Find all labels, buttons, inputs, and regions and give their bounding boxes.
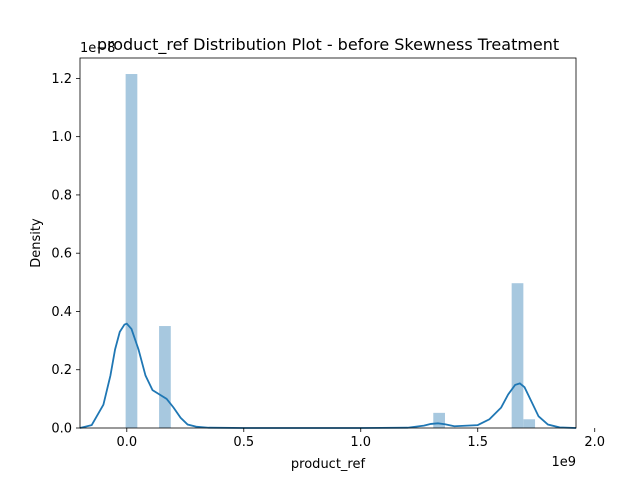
y-tick-label-5: 1.0 xyxy=(51,130,72,145)
histogram-bars xyxy=(125,74,536,428)
axes-frame xyxy=(79,57,577,429)
y-tick-label-6: 1.2 xyxy=(51,72,72,87)
y-tick-label-1: 0.2 xyxy=(51,363,72,378)
y-tick-label-3: 0.6 xyxy=(51,247,72,262)
x-tick-label-2: 1.0 xyxy=(350,435,371,450)
x-offset-label: 1e9 xyxy=(551,455,576,470)
y-offset-label: 1e−8 xyxy=(80,41,115,56)
axes: 0.0 0.5 1.0 1.5 2.0 0.0 0.2 0.4 0.6 0.8 1.0 1.2 xyxy=(51,57,605,450)
y-tick-label-2: 0.4 xyxy=(51,305,72,320)
x-tick-label-1: 0.5 xyxy=(233,435,254,450)
histogram-bar-1 xyxy=(159,326,171,428)
x-tick-label-4: 2.0 xyxy=(584,435,605,450)
histogram-bar-4 xyxy=(523,419,536,428)
y-tick-label-4: 0.8 xyxy=(51,188,72,203)
y-tick-label-0: 0.0 xyxy=(51,422,72,437)
histogram-bar-0 xyxy=(125,74,138,428)
x-tick-label-3: 1.5 xyxy=(467,435,488,450)
plot-area xyxy=(80,58,576,428)
histogram-bar-3 xyxy=(511,283,524,428)
histogram-bar-2 xyxy=(433,412,445,428)
x-tick-label-0: 0.0 xyxy=(116,435,137,450)
x-axis-label: product_ref xyxy=(291,457,366,472)
y-axis-label: Density xyxy=(29,218,44,268)
chart-title: product_ref Distribution Plot - before S… xyxy=(97,35,559,55)
